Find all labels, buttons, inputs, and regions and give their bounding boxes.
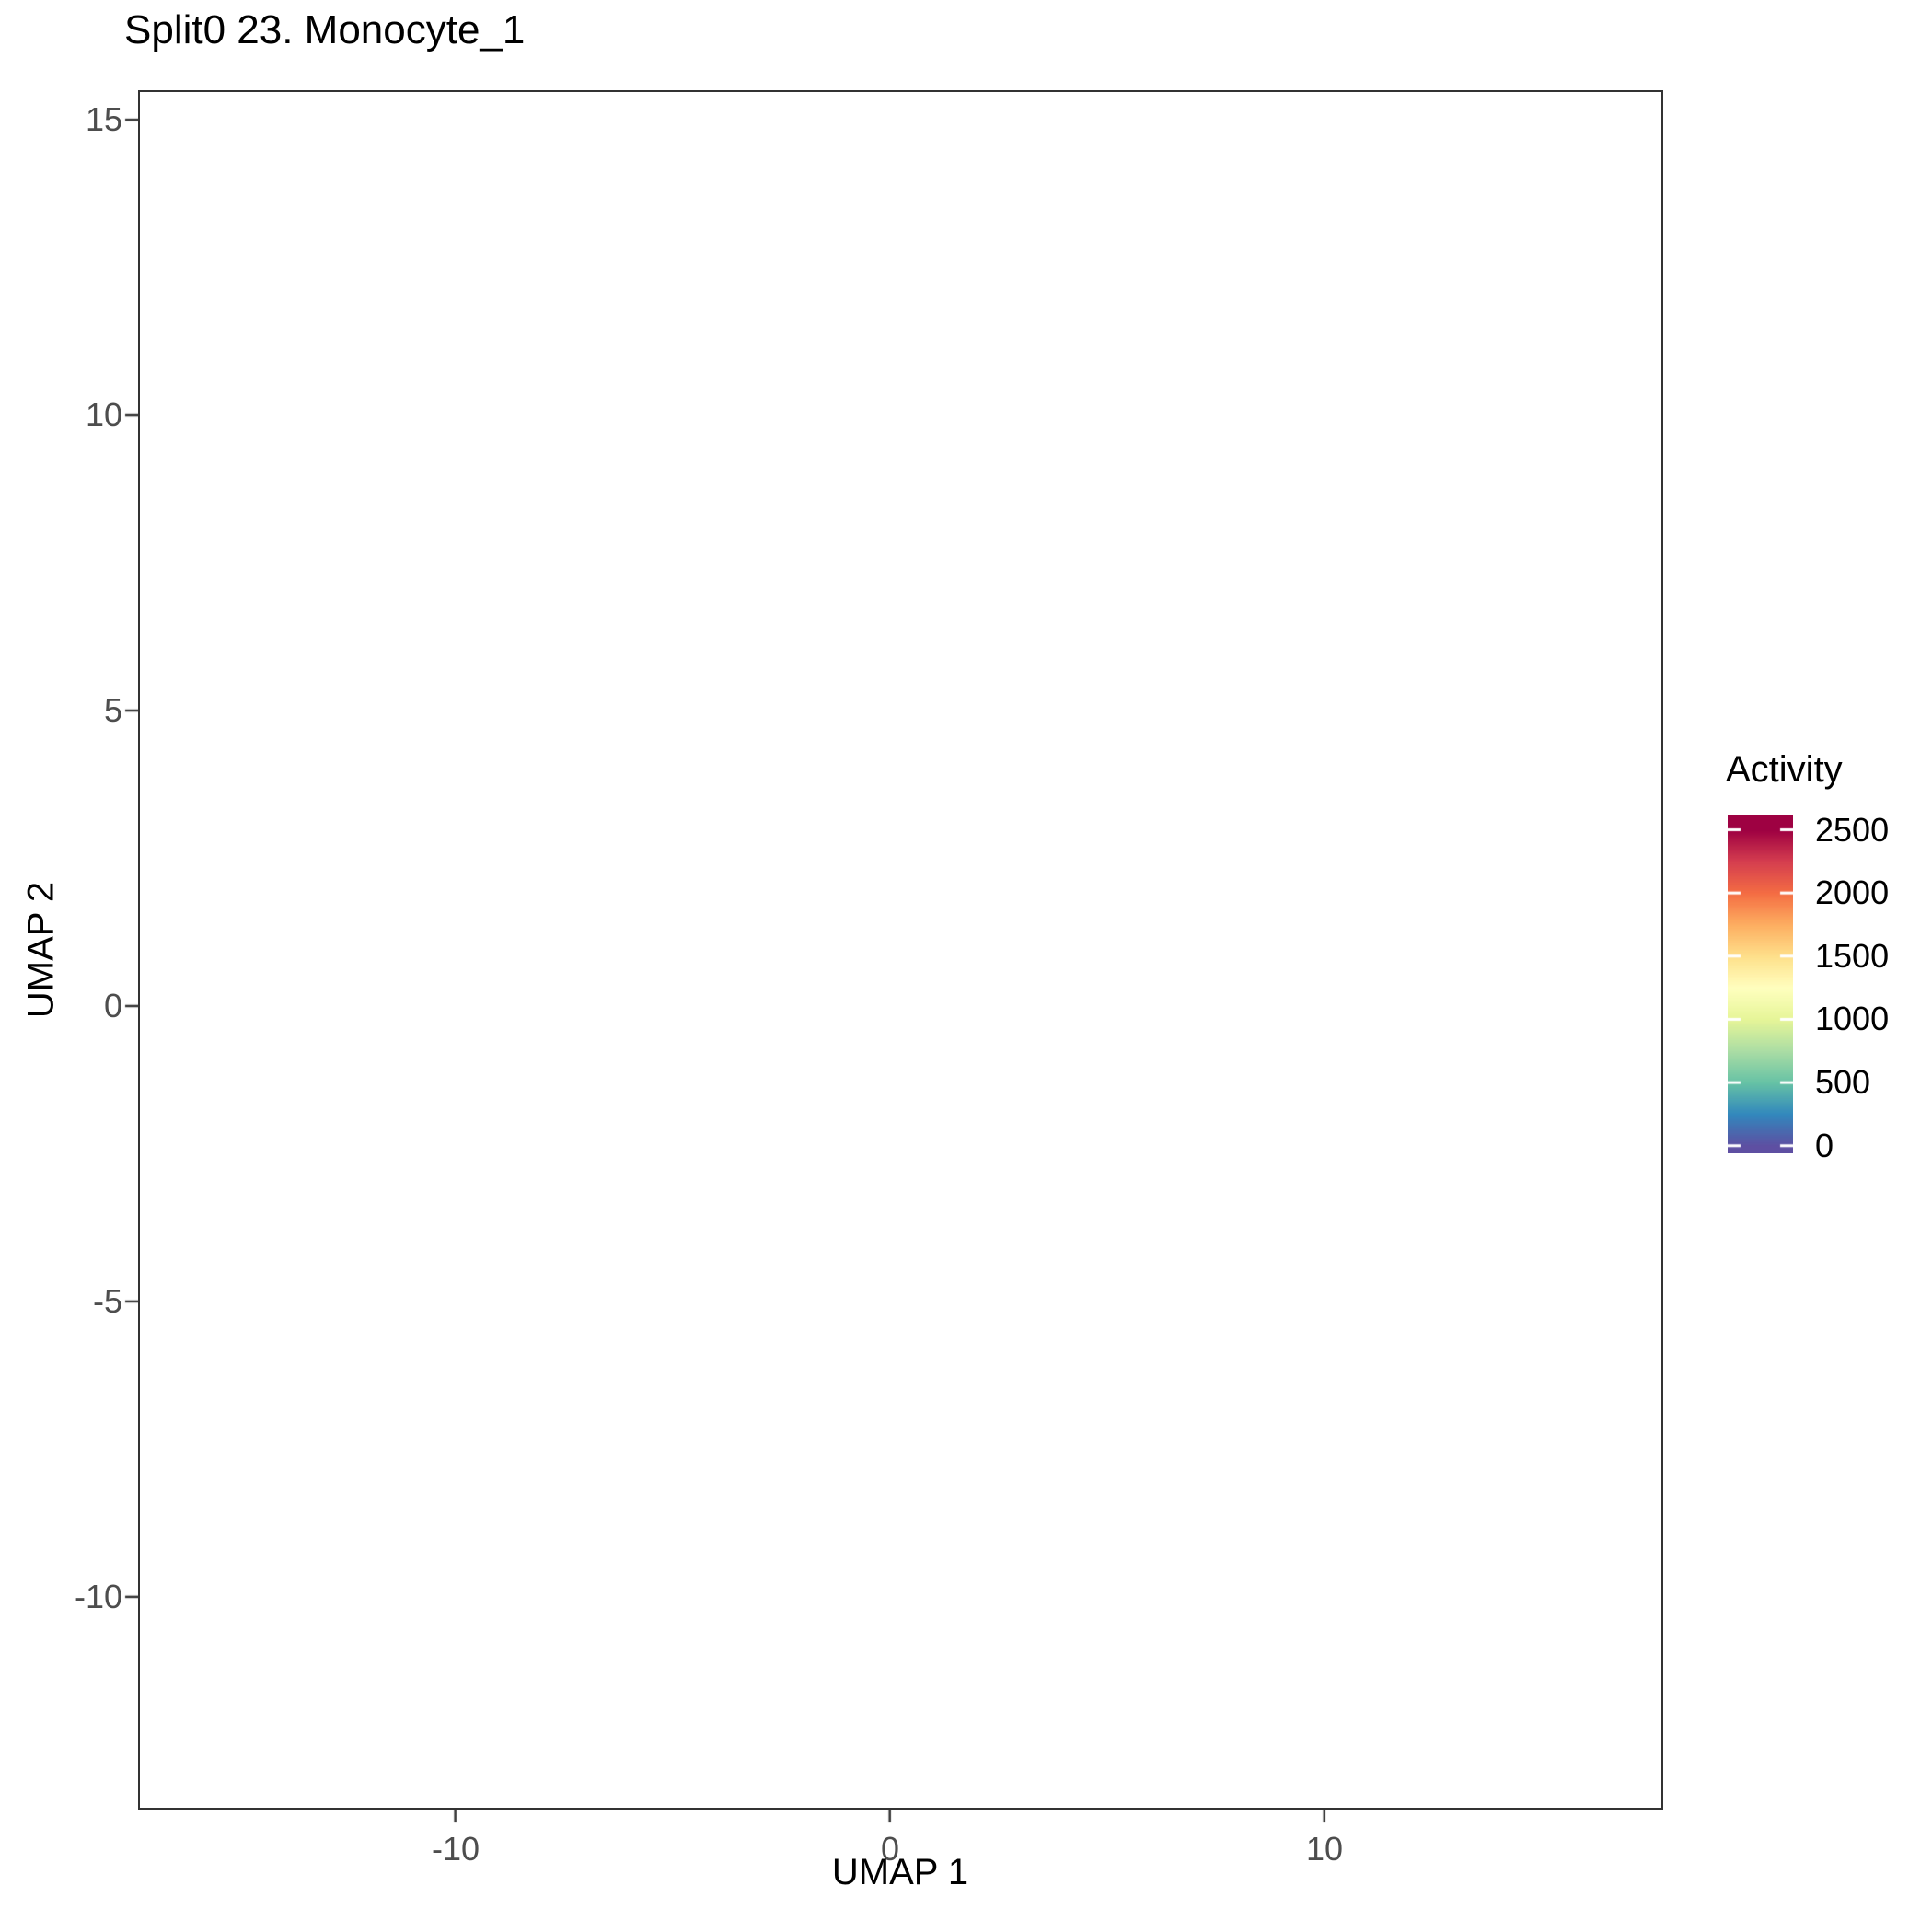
x-tick-label-neg10: -10 xyxy=(431,1830,480,1868)
y-tick-label-neg10: -10 xyxy=(74,1578,122,1615)
y-tick-label-10: 10 xyxy=(85,396,122,434)
x-tick-label-10: 10 xyxy=(1305,1830,1344,1868)
y-tick-label-5: 5 xyxy=(103,691,122,729)
legend-tick-label-0: 0 xyxy=(1815,1127,1834,1164)
legend-title: Activity xyxy=(1726,749,1843,790)
x-tick-label-0: 0 xyxy=(880,1830,900,1868)
legend-colorbar xyxy=(1728,815,1793,1153)
y-axis-title: UMAP 2 xyxy=(20,881,62,1019)
y-tick-label-15: 15 xyxy=(85,100,122,138)
legend-tick-label-1500: 1500 xyxy=(1815,937,1890,975)
y-tick-label-0: 0 xyxy=(103,987,122,1024)
legend-tick-label-2500: 2500 xyxy=(1815,811,1890,849)
activity-legend: Activity 2500 2000 1500 1000 500 0 xyxy=(1707,746,1932,1187)
legend-tick-label-500: 500 xyxy=(1815,1063,1871,1101)
legend-tick-label-1000: 1000 xyxy=(1815,1000,1890,1037)
legend-tick-label-2000: 2000 xyxy=(1815,873,1890,911)
plot-panel xyxy=(138,90,1663,1810)
x-axis-title: UMAP 1 xyxy=(831,1852,969,1892)
y-tick-label-neg5: -5 xyxy=(92,1282,122,1320)
